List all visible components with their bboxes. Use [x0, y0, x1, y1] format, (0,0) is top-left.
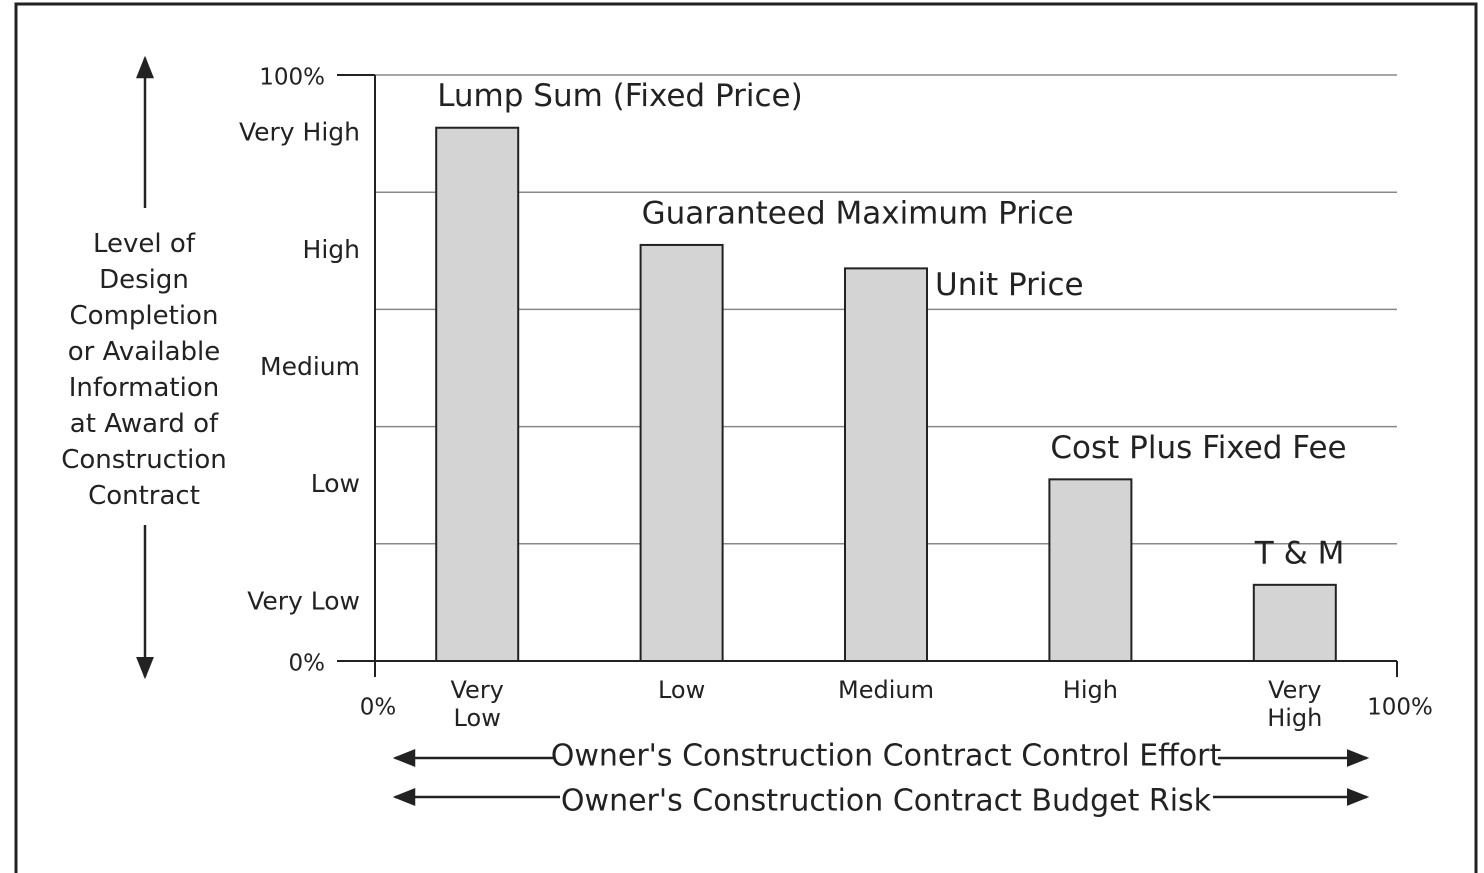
- y-level-label: Medium: [260, 352, 360, 381]
- y-level-label: Low: [311, 469, 360, 498]
- bar: [435, 126, 520, 663]
- x-tick-label: 100%: [1367, 695, 1433, 721]
- bar: [639, 243, 724, 662]
- bar-name: Unit Price: [935, 267, 1084, 303]
- bar: [1252, 583, 1337, 663]
- y-level-label: Very High: [239, 118, 360, 147]
- x-axis-label: Owner's Construction Contract Control Ef…: [551, 739, 1222, 774]
- x-axis-label: Owner's Construction Contract Budget Ris…: [561, 784, 1212, 819]
- bar: [844, 267, 928, 662]
- y-tick-label: 100%: [259, 65, 325, 91]
- y-level-label: High: [303, 235, 360, 264]
- y-axis-label: Level of Design Completion or Available …: [61, 229, 227, 511]
- bar-name: T & M: [1254, 535, 1345, 571]
- x-tick-label: Very Low: [450, 676, 504, 732]
- bar-name: Guaranteed Maximum Price: [642, 195, 1074, 231]
- x-tick-label: High: [1062, 676, 1118, 704]
- x-tick-label: Medium: [838, 676, 934, 704]
- frame: [14, 2, 1478, 873]
- bar-name: Cost Plus Fixed Fee: [1050, 430, 1346, 466]
- y-tick-label: 0%: [289, 651, 326, 677]
- x-tick-label: 0%: [360, 695, 397, 721]
- bar: [1048, 478, 1133, 662]
- x-tick-label: Low: [657, 676, 706, 704]
- y-level-label: Very Low: [247, 586, 360, 615]
- x-tick-label: Very High: [1267, 676, 1323, 732]
- bar-name: Lump Sum (Fixed Price): [437, 78, 802, 114]
